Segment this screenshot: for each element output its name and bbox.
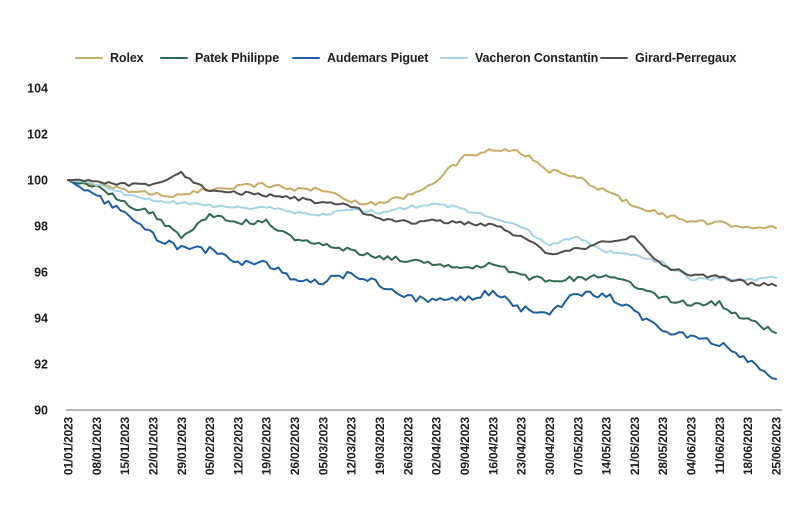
legend-swatch-rolex <box>75 56 103 60</box>
y-axis-tick-label: 90 <box>34 404 48 418</box>
x-axis-tick-label: 14/05/2023 <box>600 416 614 475</box>
legend-item-patek-philippe: Patek Philippe <box>160 50 279 66</box>
y-axis-tick-label: 102 <box>27 128 48 142</box>
x-axis-tick-label: 19/03/2023 <box>373 416 387 475</box>
x-axis-tick-label: 12/03/2023 <box>345 416 359 475</box>
x-axis-tick-label: 29/01/2023 <box>175 416 189 475</box>
line-rolex <box>67 148 777 230</box>
x-axis-tick-label: 30/04/2023 <box>543 416 557 475</box>
x-axis-tick-label: 02/04/2023 <box>430 416 444 475</box>
legend-label: Patek Philippe <box>195 51 280 65</box>
x-axis-tick-label: 26/02/2023 <box>288 416 302 475</box>
legend-item-rolex: Rolex <box>75 50 144 66</box>
x-axis-tick-label: 12/02/2023 <box>231 416 245 475</box>
legend-label: Rolex <box>110 51 144 65</box>
y-axis-tick-label: 94 <box>34 312 48 326</box>
chart-legend: Rolex Patek Philippe Audemars Piguet Vacher… <box>0 50 800 66</box>
x-axis-tick-label: 19/02/2023 <box>260 416 274 475</box>
y-axis-tick-label: 92 <box>34 358 48 372</box>
x-axis-tick-label: 11/06/2023 <box>713 416 727 474</box>
x-axis-tick-label: 08/01/2023 <box>90 416 104 475</box>
y-axis-tick-label: 100 <box>27 174 48 188</box>
x-axis-tick-label: 07/05/2023 <box>571 416 585 475</box>
legend-label: Girard-Perregaux <box>635 51 737 65</box>
legend-swatch-girard-perregaux <box>600 56 628 60</box>
line-girard-perregaux <box>67 170 777 287</box>
legend-label: Audemars Piguet <box>327 51 429 65</box>
legend-swatch-audemars-piguet <box>292 56 320 60</box>
y-axis-tick-label: 104 <box>27 82 48 96</box>
x-axis-tick-label: 05/02/2023 <box>203 416 217 475</box>
x-axis-tick-label: 04/06/2023 <box>685 416 699 475</box>
y-axis-tick-label: 96 <box>34 266 48 280</box>
x-axis-tick-label: 22/01/2023 <box>146 416 160 475</box>
line-audemars-piguet <box>67 179 777 380</box>
legend-label: Vacheron Constantin <box>475 51 599 65</box>
legend-item-audemars-piguet: Audemars Piguet <box>292 50 428 66</box>
legend-swatch-patek-philippe <box>160 56 188 60</box>
x-axis-tick-label: 26/03/2023 <box>401 416 415 475</box>
x-axis-tick-label: 01/01/2023 <box>62 416 76 475</box>
x-axis-tick-label: 15/01/2023 <box>118 416 132 475</box>
x-axis-tick-label: 16/04/2023 <box>486 416 500 475</box>
x-axis-tick-label: 28/05/2023 <box>656 416 670 475</box>
legend-item-girard-perregaux: Girard-Perregaux <box>600 50 736 66</box>
x-axis-tick-label: 21/05/2023 <box>628 416 642 475</box>
x-axis-tick-label: 05/03/2023 <box>316 416 330 475</box>
x-axis-tick-label: 25/06/2023 <box>770 416 784 475</box>
legend-item-vacheron-constantin: Vacheron Constantin <box>440 50 598 66</box>
x-axis-tick-label: 23/04/2023 <box>515 416 529 475</box>
x-axis-tick-label: 09/04/2023 <box>458 416 472 475</box>
legend-swatch-vacheron-constantin <box>440 56 468 60</box>
x-axis-tick-label: 18/06/2023 <box>741 416 755 475</box>
y-axis-tick-label: 98 <box>34 220 48 234</box>
line-patek-philippe <box>67 179 777 334</box>
